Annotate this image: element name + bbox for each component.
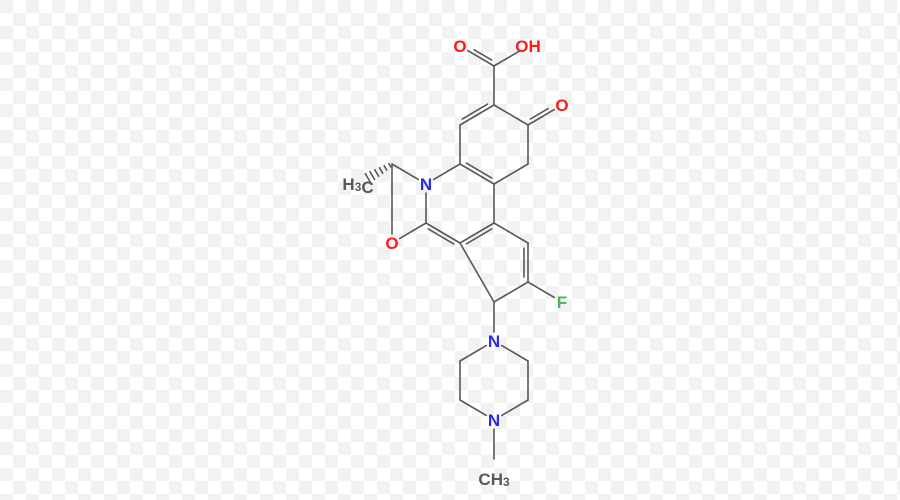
atom-o17: O [385,234,398,253]
atom-n23: N [488,332,500,351]
atom-c30: CH3 [478,470,510,490]
molecule-structure: N O O OH O H3C F N N CH3 [0,0,900,500]
atom-o11: O [555,96,568,115]
atom-o13: O [453,37,466,56]
atom-o14: OH [515,37,541,56]
atom-c18: H3C [342,175,373,197]
atom-n26: N [488,411,500,430]
atom-n5: N [420,175,432,194]
atom-f21: F [557,293,567,312]
